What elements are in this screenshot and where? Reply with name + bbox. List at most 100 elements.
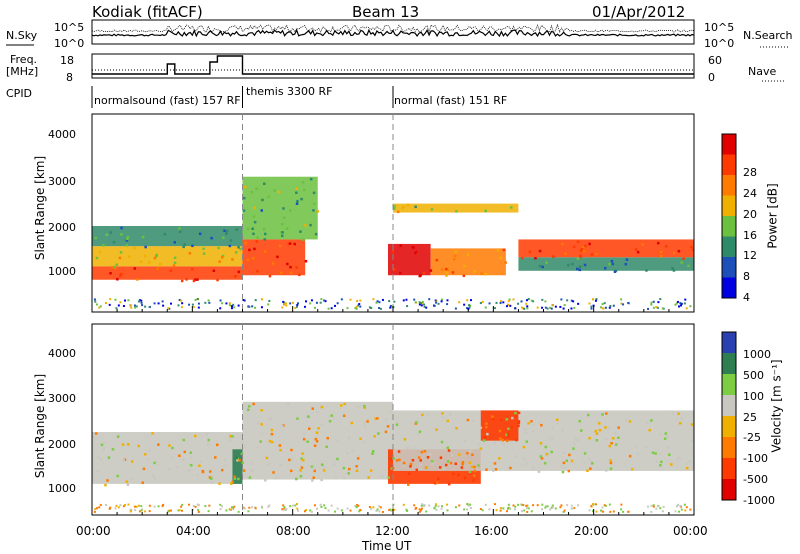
velocity-pixel <box>499 418 503 422</box>
power-pixel <box>576 240 580 244</box>
velocity-pixel <box>498 457 501 460</box>
velocity-pixel <box>231 435 234 438</box>
velocity-pixel <box>315 507 318 510</box>
velocity-pixel <box>151 432 154 435</box>
power-pixel <box>346 307 349 310</box>
velocity-pixel <box>447 482 451 486</box>
power-pixel <box>453 258 456 261</box>
velocity-pixel <box>376 417 379 420</box>
power-pixel <box>242 209 246 212</box>
power-pixel <box>115 263 118 266</box>
power-pixel <box>180 299 183 302</box>
power-pixel <box>298 273 301 277</box>
x-tick-label: 04:00 <box>176 524 211 538</box>
velocity-pixel <box>281 508 284 511</box>
velocity-pixel <box>439 456 443 459</box>
velocity-pixel <box>655 507 658 510</box>
power-pixel <box>595 298 598 301</box>
power-pixel <box>173 261 177 265</box>
power-pixel <box>289 209 292 212</box>
velocity-pixel <box>420 507 423 510</box>
power-pixel <box>327 307 330 310</box>
velocity-pixel <box>264 479 267 482</box>
velocity-pixel <box>107 456 111 459</box>
velocity-pixel <box>354 504 357 507</box>
beam-title: Beam 13 <box>352 3 420 21</box>
power-pixel <box>591 298 594 301</box>
power-pixel <box>197 306 200 309</box>
power-pixel <box>479 302 482 305</box>
velocity-pixel <box>155 460 158 463</box>
power-pixel <box>319 301 322 304</box>
power-pixel <box>570 307 573 310</box>
power-pixel <box>684 298 687 301</box>
power-pixel <box>304 260 308 263</box>
power-pixel <box>255 240 258 243</box>
velocity-pixel <box>560 465 563 468</box>
velocity-pixel <box>327 415 331 418</box>
velocity-pixel <box>502 442 505 446</box>
velocity-pixel <box>595 432 599 435</box>
velocity-pixel <box>530 510 533 513</box>
power-pixel <box>161 300 164 303</box>
power-pixel <box>603 302 606 305</box>
power-pixel <box>170 302 173 305</box>
velocity-pixel <box>435 508 438 511</box>
velocity-pixel <box>592 503 595 506</box>
power-colorbar-segment <box>722 257 736 278</box>
velocity-pixel <box>124 503 127 506</box>
velocity-pixel <box>645 421 649 425</box>
velocity-pixel <box>378 505 381 508</box>
velocity-pixel <box>178 509 181 512</box>
velocity-pixel <box>505 433 508 436</box>
velocity-pixel <box>324 507 327 510</box>
velocity-pixel <box>493 503 496 506</box>
velocity-pixel <box>236 459 239 462</box>
velocity-pixel <box>96 469 99 473</box>
velocity-pixel <box>679 504 682 507</box>
velocity-pixel <box>612 437 615 440</box>
velocity-pixel <box>622 510 625 513</box>
power-pixel <box>563 304 566 307</box>
velocity-pixel <box>659 507 662 510</box>
power-pixel <box>645 269 648 272</box>
power-pixel <box>463 264 466 268</box>
velocity-pixel <box>140 509 143 512</box>
velocity-pixel <box>493 441 496 444</box>
power-pixel <box>624 262 628 266</box>
velocity-pixel <box>648 428 651 432</box>
power-pixel <box>267 303 270 306</box>
velocity-pixel <box>652 504 655 507</box>
power-pixel <box>169 269 173 272</box>
power-pixel <box>185 278 188 281</box>
velocity-pixel <box>562 461 566 465</box>
velocity-pixel <box>471 453 474 457</box>
velocity-pixel <box>680 417 683 420</box>
velocity-pixel <box>437 505 440 508</box>
velocity-pixel <box>526 510 529 513</box>
velocity-pixel <box>328 419 332 423</box>
velocity-pixel <box>570 459 574 463</box>
velocity-pixel <box>188 503 191 506</box>
power-pixel <box>302 238 305 241</box>
velocity-pixel <box>395 423 399 426</box>
power-colorbar-tick: 20 <box>743 208 757 221</box>
power-pixel <box>255 187 258 190</box>
power-pixel <box>505 305 508 308</box>
velocity-pixel <box>356 406 360 409</box>
velocity-pixel <box>470 465 474 469</box>
velocity-pixel <box>485 468 488 471</box>
velocity-pixel <box>138 510 141 513</box>
velocity-pixel <box>505 510 508 513</box>
velocity-pixel <box>332 415 335 419</box>
velocity-colorbar-segment <box>722 395 736 416</box>
velocity-pixel <box>544 506 547 509</box>
velocity-pixel <box>501 438 504 442</box>
velocity-pixel <box>541 503 544 506</box>
power-pixel <box>251 305 254 308</box>
velocity-pixel <box>425 510 428 513</box>
power-pixel <box>514 307 517 310</box>
velocity-pixel <box>576 439 580 442</box>
power-pixel <box>578 265 582 268</box>
velocity-pixel <box>609 459 612 462</box>
